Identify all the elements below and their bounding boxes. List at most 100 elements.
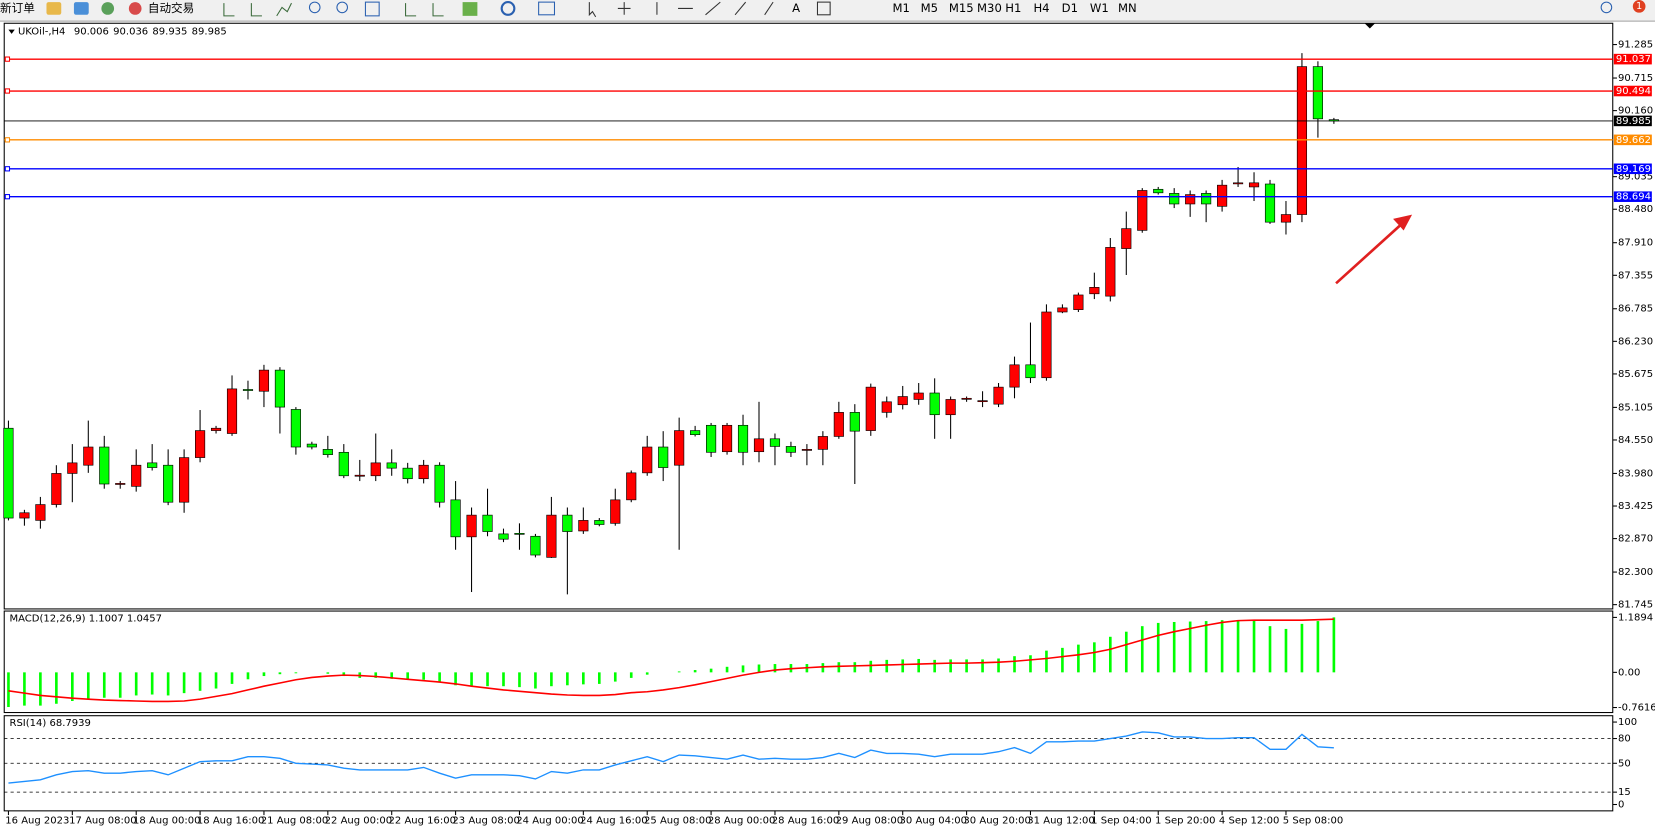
candle-body	[1137, 190, 1148, 231]
candle-body	[210, 427, 222, 431]
candle-body	[195, 430, 206, 458]
y-tick-label: 86.785	[1618, 304, 1653, 315]
candle-body	[833, 412, 844, 437]
candle-body	[1169, 193, 1180, 205]
x-tick-label: 1 Sep 20:00	[1155, 815, 1215, 826]
toolbar-icon[interactable]	[308, 1, 321, 14]
y-tick-label: 90.160	[1618, 106, 1653, 117]
y-tick-label: 81.745	[1618, 600, 1653, 611]
auto-trading-button[interactable]: 自动交易	[148, 1, 194, 15]
x-tick-label: 16 Aug 2023	[5, 815, 69, 826]
candle-body	[354, 474, 365, 477]
candle-body	[721, 424, 733, 453]
candle-body	[1185, 194, 1196, 205]
timeframe-button[interactable]: H4	[1033, 1, 1049, 15]
toolbar-icon[interactable]	[46, 2, 62, 15]
candle-body	[881, 401, 892, 413]
y-tick-label: 91.285	[1618, 40, 1653, 51]
macd-panel	[3, 610, 1614, 714]
candle-body	[562, 514, 573, 532]
toolbar-icon[interactable]	[128, 2, 142, 15]
toolbar-icon[interactable]	[336, 1, 349, 14]
chart-window	[0, 22, 1655, 832]
y-tick-label: 50	[1618, 758, 1631, 769]
indicator-title: RSI(14) 68.7939	[10, 718, 91, 729]
toolbar-icon[interactable]	[364, 1, 380, 17]
toolbar-icon[interactable]	[500, 1, 516, 16]
toolbar-icon[interactable]	[462, 2, 478, 16]
x-tick-label: 25 Aug 08:00	[644, 815, 712, 826]
timeframe-button[interactable]: M30	[977, 1, 1002, 15]
y-tick-label: 87.910	[1618, 238, 1653, 249]
candle-body	[1233, 182, 1244, 185]
candle-body	[1057, 307, 1068, 313]
y-tick-label: 83.980	[1618, 468, 1653, 479]
timeframe-button[interactable]: D1	[1062, 1, 1078, 15]
toolbar-icon[interactable]	[405, 3, 444, 17]
arrow-shaft	[1335, 223, 1403, 285]
level-handle	[4, 166, 11, 172]
x-tick-label: 5 Sep 08:00	[1283, 815, 1343, 826]
alert-badge[interactable]	[1632, 0, 1646, 13]
candle-body	[546, 514, 557, 558]
toolbar-icon[interactable]: A	[792, 1, 800, 15]
new-order-button[interactable]: 新订单	[0, 1, 35, 15]
level-label-bg	[1613, 191, 1652, 202]
y-tick-label: 82.300	[1618, 567, 1653, 578]
search-icon[interactable]	[1600, 1, 1613, 14]
level-label: 89.662	[1616, 135, 1651, 146]
y-tick-label: 87.355	[1618, 270, 1653, 281]
level-handle	[4, 137, 11, 143]
x-tick-label: 23 Aug 08:00	[452, 815, 520, 826]
level-handle	[4, 194, 11, 200]
candle-body	[610, 499, 621, 524]
timeframe-button[interactable]: H1	[1005, 1, 1021, 15]
ohlc-value: 90.006	[74, 27, 109, 38]
candle-body	[498, 533, 509, 540]
timeframe-button[interactable]: MN	[1118, 1, 1137, 15]
candle-body	[450, 499, 461, 538]
toolbar-icon[interactable]	[816, 1, 831, 16]
x-tick-label: 17 Aug 08:00	[69, 815, 137, 826]
level-label-bg	[1613, 163, 1652, 175]
ohlc-value: 89.985	[192, 27, 227, 38]
candle-body	[83, 446, 94, 466]
timeframe-button[interactable]: M15	[949, 1, 974, 15]
chart-shift-marker	[1364, 23, 1376, 29]
candle-body	[322, 449, 333, 455]
drawing-tools[interactable]	[588, 1, 774, 18]
level-label: 89.169	[1616, 164, 1651, 175]
candle-body	[402, 467, 413, 480]
candle-body	[594, 520, 605, 525]
candle-body	[163, 464, 174, 503]
candle-body	[1312, 66, 1323, 120]
toolbar-icon[interactable]	[538, 1, 556, 16]
y-tick-label: 85.675	[1618, 369, 1653, 380]
toolbar-icon[interactable]	[101, 2, 115, 15]
x-tick-label: 28 Aug 16:00	[772, 815, 840, 826]
candle-body	[993, 386, 1004, 405]
candle-body	[67, 462, 78, 474]
chart-header: UKOil-,H4 90.006 90.036 89.935 89.985	[18, 27, 227, 38]
candle-body	[274, 369, 285, 408]
indicator-title: MACD(12,26,9) 1.1007 1.0457	[10, 613, 162, 624]
level-label-bg	[1613, 85, 1652, 97]
toolbar-icon[interactable]	[223, 2, 292, 17]
candle-body	[1105, 247, 1116, 297]
timeframe-button[interactable]: M1	[892, 1, 909, 15]
candle-body	[801, 449, 812, 451]
y-tick-label: 1.1894	[1618, 612, 1653, 623]
candle-body	[99, 446, 110, 485]
y-tick-label: 15	[1618, 787, 1631, 798]
timeframe-button[interactable]: W1	[1090, 1, 1109, 15]
candle-body	[19, 512, 30, 519]
candle-body	[945, 399, 956, 416]
toolbar-icon[interactable]	[73, 2, 89, 15]
candle-body	[242, 389, 254, 391]
y-tick-label: 83.425	[1618, 501, 1653, 512]
timeframe-button[interactable]: M5	[921, 1, 938, 15]
rsi-line	[8, 731, 1334, 784]
candle-body	[466, 514, 477, 538]
candle-body	[306, 443, 317, 448]
bid-label-bg	[1613, 115, 1652, 127]
